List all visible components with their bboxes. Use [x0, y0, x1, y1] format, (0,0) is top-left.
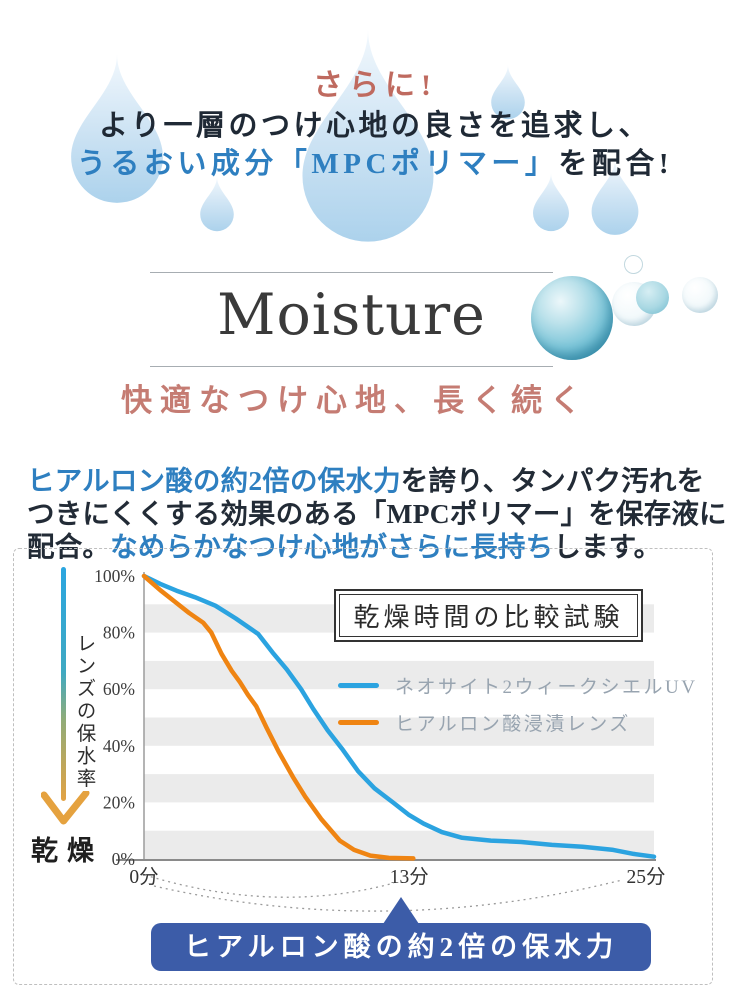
- chart-title-box: 乾燥時間の比較試験: [334, 589, 643, 642]
- svg-text:60%: 60%: [103, 679, 135, 699]
- legend-item-neosight: ネオサイト2ウィークシエルUV: [338, 667, 697, 704]
- moisture-subheading: 快適なつけ心地、長く続く: [121, 383, 589, 418]
- arrow-head-icon: [41, 791, 90, 825]
- svg-text:100%: 100%: [94, 566, 135, 586]
- y-axis-arrow-group: レンズの保水率 乾燥: [31, 567, 141, 887]
- legend-label: ヒアルロン酸浸漬レンズ: [395, 714, 631, 735]
- hero-line-2-tail: を配合!: [558, 148, 674, 180]
- hero-line-2-highlight: うるおい成分「MPCポリマー」: [76, 148, 559, 180]
- bubble: [624, 255, 643, 274]
- bubble: [636, 281, 669, 314]
- legend-label: ネオサイト2ウィークシエルUV: [395, 677, 698, 698]
- section-heading-moisture: Moisture: [217, 282, 486, 348]
- svg-text:40%: 40%: [103, 736, 135, 756]
- legend-item-hyaluronic: ヒアルロン酸浸漬レンズ: [338, 704, 697, 741]
- bubble: [682, 277, 718, 313]
- hero-line-1: より一層のつけ心地の良さを追求し、: [99, 110, 651, 142]
- svg-text:80%: 80%: [103, 623, 135, 643]
- svg-text:0%: 0%: [112, 849, 135, 869]
- water-drop: [586, 158, 644, 236]
- moisture-gradient-arrow: [61, 567, 66, 801]
- svg-text:20%: 20%: [103, 792, 135, 812]
- legend-swatch-orange: [338, 720, 379, 725]
- paragraph-highlight-1: ヒアルロン酸の約2倍の保水力: [27, 464, 401, 496]
- callout-banner: ヒアルロン酸の約2倍の保水力: [151, 923, 651, 971]
- hero-tagline: さらに!: [313, 69, 437, 102]
- paragraph-text-2: します。: [553, 530, 662, 562]
- svg-text:0分: 0分: [129, 866, 158, 888]
- divider-line-top: [150, 272, 553, 273]
- divider-line-bottom: [150, 366, 553, 367]
- chart-title: 乾燥時間の比較試験: [339, 594, 638, 637]
- y-axis-label: レンズの保水率: [73, 633, 94, 791]
- water-drop: [487, 64, 529, 120]
- paragraph-text-1: を誇り、タンパク汚れをつきにくくする効果のある「MPCポリマー」を保存液に配合。: [27, 464, 727, 562]
- body-paragraph: ヒアルロン酸の約2倍の保水力を誇り、タンパク汚れをつきにくくする効果のある「MP…: [27, 464, 727, 563]
- water-drop: [196, 176, 238, 232]
- hero-line-2: うるおい成分「MPCポリマー」を配合!: [0, 140, 750, 182]
- legend-swatch-blue: [338, 683, 379, 688]
- bubble: [531, 276, 613, 360]
- paragraph-highlight-2: なめらかなつけ心地がさらに長持ち: [110, 530, 554, 562]
- y-axis-end-label: 乾燥: [31, 836, 103, 866]
- svg-text:25分: 25分: [626, 866, 665, 888]
- water-drop: [528, 172, 574, 232]
- chart-legend: ネオサイト2ウィークシエルUV ヒアルロン酸浸漬レンズ: [338, 667, 697, 741]
- svg-text:13分: 13分: [390, 866, 429, 888]
- water-drop: [62, 52, 172, 205]
- drying-time-chart: 100% 80% 60% 40% 20% 0% 0分 13分 25分 レンズの保水率 乾燥 乾燥…: [13, 548, 713, 985]
- water-drop: [290, 13, 446, 258]
